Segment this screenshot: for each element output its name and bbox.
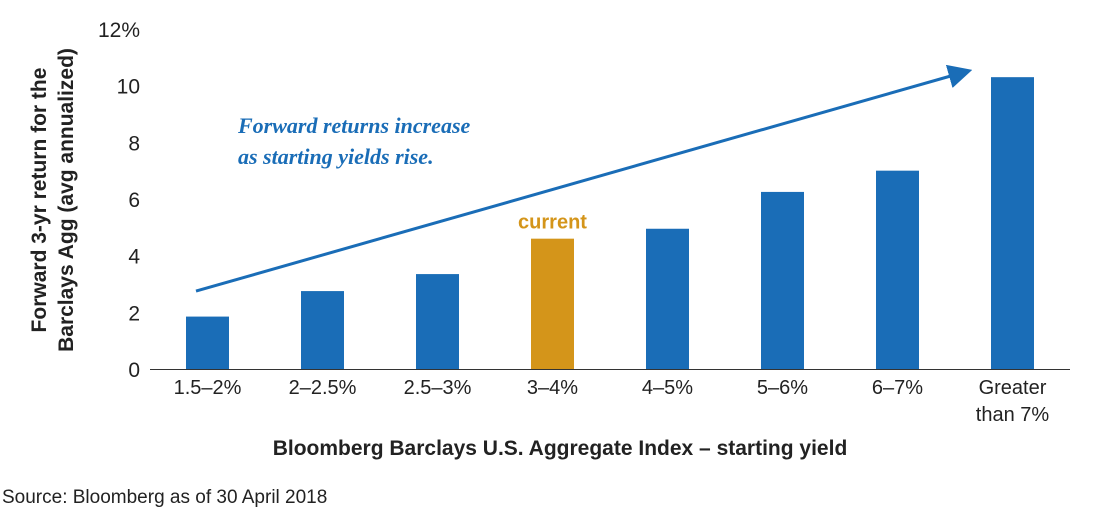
x-category-label: 2–2.5% xyxy=(289,377,357,399)
current-label: current xyxy=(518,212,587,234)
y-tick-label: 10 xyxy=(117,76,140,99)
bar-current xyxy=(531,238,574,369)
bar xyxy=(186,316,229,369)
x-category-label: 6–7% xyxy=(872,377,923,399)
y-axis-title: Forward 3-yr return for the Barclays Agg … xyxy=(28,48,78,352)
y-tick-label: 2 xyxy=(128,302,140,325)
bar xyxy=(876,170,919,369)
x-category-label: 2.5–3% xyxy=(404,377,472,399)
bar xyxy=(991,77,1034,370)
x-category-label: 4–5% xyxy=(642,377,693,399)
y-tick-label: 8 xyxy=(128,132,140,155)
x-category-label: 3–4% xyxy=(527,377,578,399)
y-axis-ticks: 0 2 4 6 8 10 12% xyxy=(98,19,140,382)
trend-arrow xyxy=(195,64,973,293)
x-category-label: 1.5–2% xyxy=(174,377,242,399)
y-tick-label: 12% xyxy=(98,19,140,42)
bar xyxy=(301,291,344,369)
x-category-label: 5–6% xyxy=(757,377,808,399)
x-axis-categories: 1.5–2% 2–2.5% 2.5–3% 3–4% 4–5% 5–6% 6–7% Greate… xyxy=(174,377,1050,426)
bar xyxy=(416,274,459,369)
y-tick-label: 4 xyxy=(128,246,140,269)
source-note: Source: Bloomberg as of 30 April 2018 xyxy=(2,487,327,508)
y-tick-label: 0 xyxy=(128,359,140,382)
bars xyxy=(186,77,1034,370)
y-tick-label: 6 xyxy=(128,189,140,212)
bar xyxy=(646,228,689,369)
x-axis-title: Bloomberg Barclays U.S. Aggregate Index … xyxy=(273,437,848,460)
bar xyxy=(761,191,804,369)
annotation-text: Forward returns increase as starting yiel… xyxy=(237,113,471,169)
x-category-label: Greater than 7% xyxy=(976,377,1050,426)
